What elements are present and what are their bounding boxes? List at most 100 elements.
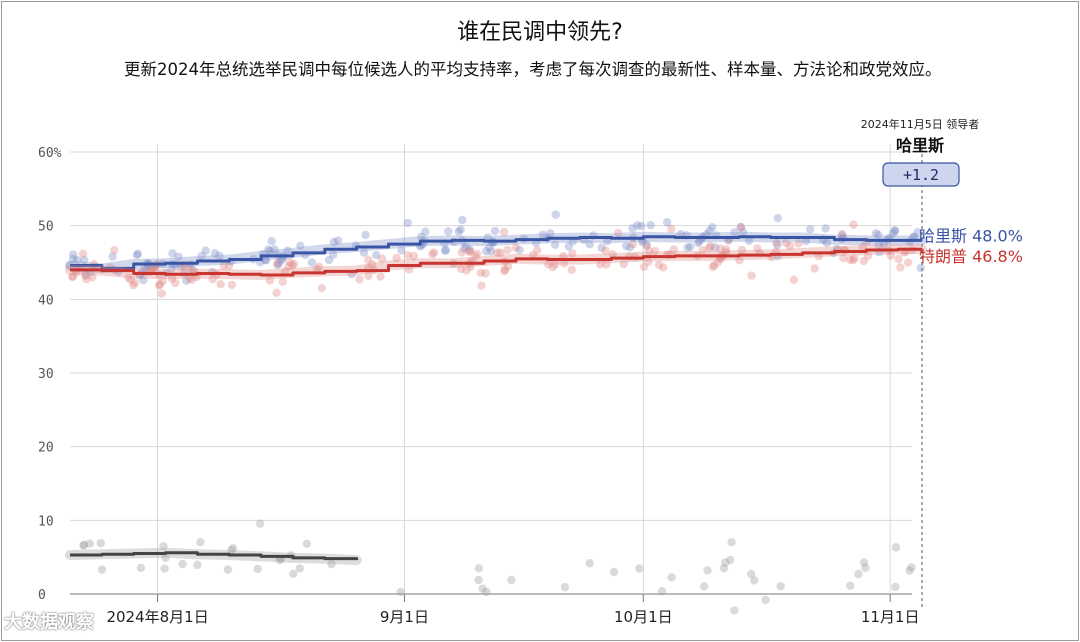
x-tick-label: 2024年8月1日 (106, 608, 208, 626)
poll-dot (503, 262, 513, 271)
poll-dot (184, 263, 194, 273)
poll-dot (196, 537, 205, 547)
poll-dot (699, 582, 709, 591)
poll-dot (96, 538, 106, 548)
poll-dot (721, 558, 730, 567)
poll-dot (773, 213, 782, 223)
poll-dot (328, 250, 338, 259)
poll-dot (72, 255, 82, 265)
poll-dot (773, 240, 782, 250)
poll-dot (359, 248, 369, 257)
poll-dot (737, 245, 747, 255)
poll-dot (193, 560, 202, 570)
poll-dot (126, 275, 135, 285)
poll-dot (693, 238, 703, 248)
poll-dot (97, 565, 107, 574)
poll-dot (429, 248, 439, 257)
poll-dot (403, 218, 412, 228)
poll-dot (642, 240, 651, 249)
poll-dot (167, 274, 177, 283)
poll-dot (81, 270, 90, 279)
poll-dot (905, 566, 914, 575)
poll-dot (485, 243, 494, 252)
poll-dot (891, 582, 900, 592)
poll-dot (703, 566, 712, 575)
poll-dot (507, 575, 516, 585)
poll-dot (471, 252, 480, 261)
poll-dot (81, 271, 90, 281)
poll-dot (667, 573, 676, 582)
poll-dot (646, 220, 655, 230)
poll-dot (874, 230, 883, 240)
poll-dot (182, 276, 191, 285)
poll-dot (284, 262, 293, 271)
poll-dot (364, 255, 373, 264)
poll-dot (288, 261, 297, 270)
poll-dot (736, 223, 746, 232)
poll-dot (746, 569, 756, 579)
poll-dot (197, 251, 206, 261)
poll-dot (704, 243, 714, 253)
poll-dot (891, 543, 901, 552)
poll-dot (481, 269, 490, 278)
poll-dot (544, 260, 553, 269)
leader-date-label: 2024年11月5日 领导者 (861, 117, 980, 131)
poll-dot (404, 265, 414, 274)
poll-dot (474, 564, 484, 573)
chart-subtitle: 更新2024年总统选举民调中每位候选人的平均支持率，考虑了每次调查的最新性、样本… (124, 60, 942, 79)
poll-dot (890, 226, 900, 236)
poll-dot (79, 541, 88, 550)
poll-dot (705, 226, 714, 235)
poll-dot (528, 250, 538, 260)
poll-dot (68, 272, 78, 281)
poll-dot (698, 245, 707, 255)
poll-dot (68, 250, 78, 259)
poll-dot (327, 559, 336, 569)
poll-dot (456, 264, 466, 274)
poll-dot (635, 564, 644, 573)
poll-dot (747, 271, 756, 280)
poll-dot (108, 252, 117, 261)
poll-dot (710, 261, 719, 270)
poll-dot (739, 227, 748, 237)
poll-dot (909, 232, 919, 241)
average-line-0 (70, 235, 922, 270)
poll-dot (324, 255, 334, 265)
poll-dot (744, 236, 754, 245)
poll-dot (392, 253, 401, 263)
poll-dot (396, 587, 405, 597)
poll-dot (849, 220, 858, 229)
poll-dot (837, 231, 847, 240)
poll-dot (272, 288, 281, 298)
poll-dot (333, 236, 343, 245)
poll-dot (428, 250, 437, 259)
poll-dot (805, 225, 815, 234)
poll-dot (460, 244, 469, 253)
poll-dot (879, 240, 889, 249)
poll-dot (639, 262, 649, 272)
poll-dot (622, 241, 631, 251)
poll-dot (264, 245, 273, 254)
leader-margin: +1.2 (903, 166, 939, 184)
poll-dot (149, 264, 158, 273)
poll-dot (662, 218, 672, 227)
poll-dot (110, 246, 119, 255)
poll-dot (253, 564, 262, 574)
poll-dot (68, 254, 78, 264)
poll-dot (273, 259, 282, 268)
poll-dot (223, 565, 233, 574)
poll-dot (546, 229, 555, 238)
poll-dot (85, 539, 94, 548)
poll-dot (628, 239, 638, 249)
poll-dot (227, 545, 236, 555)
poll-dot (837, 229, 847, 239)
poll-dot (859, 558, 869, 567)
poll-dot (538, 230, 548, 240)
poll-dot (124, 273, 133, 282)
poll-dot (228, 543, 238, 553)
grid (70, 142, 923, 608)
poll-dot (659, 263, 668, 272)
poll-dot (633, 221, 642, 230)
poll-dot (307, 258, 317, 267)
